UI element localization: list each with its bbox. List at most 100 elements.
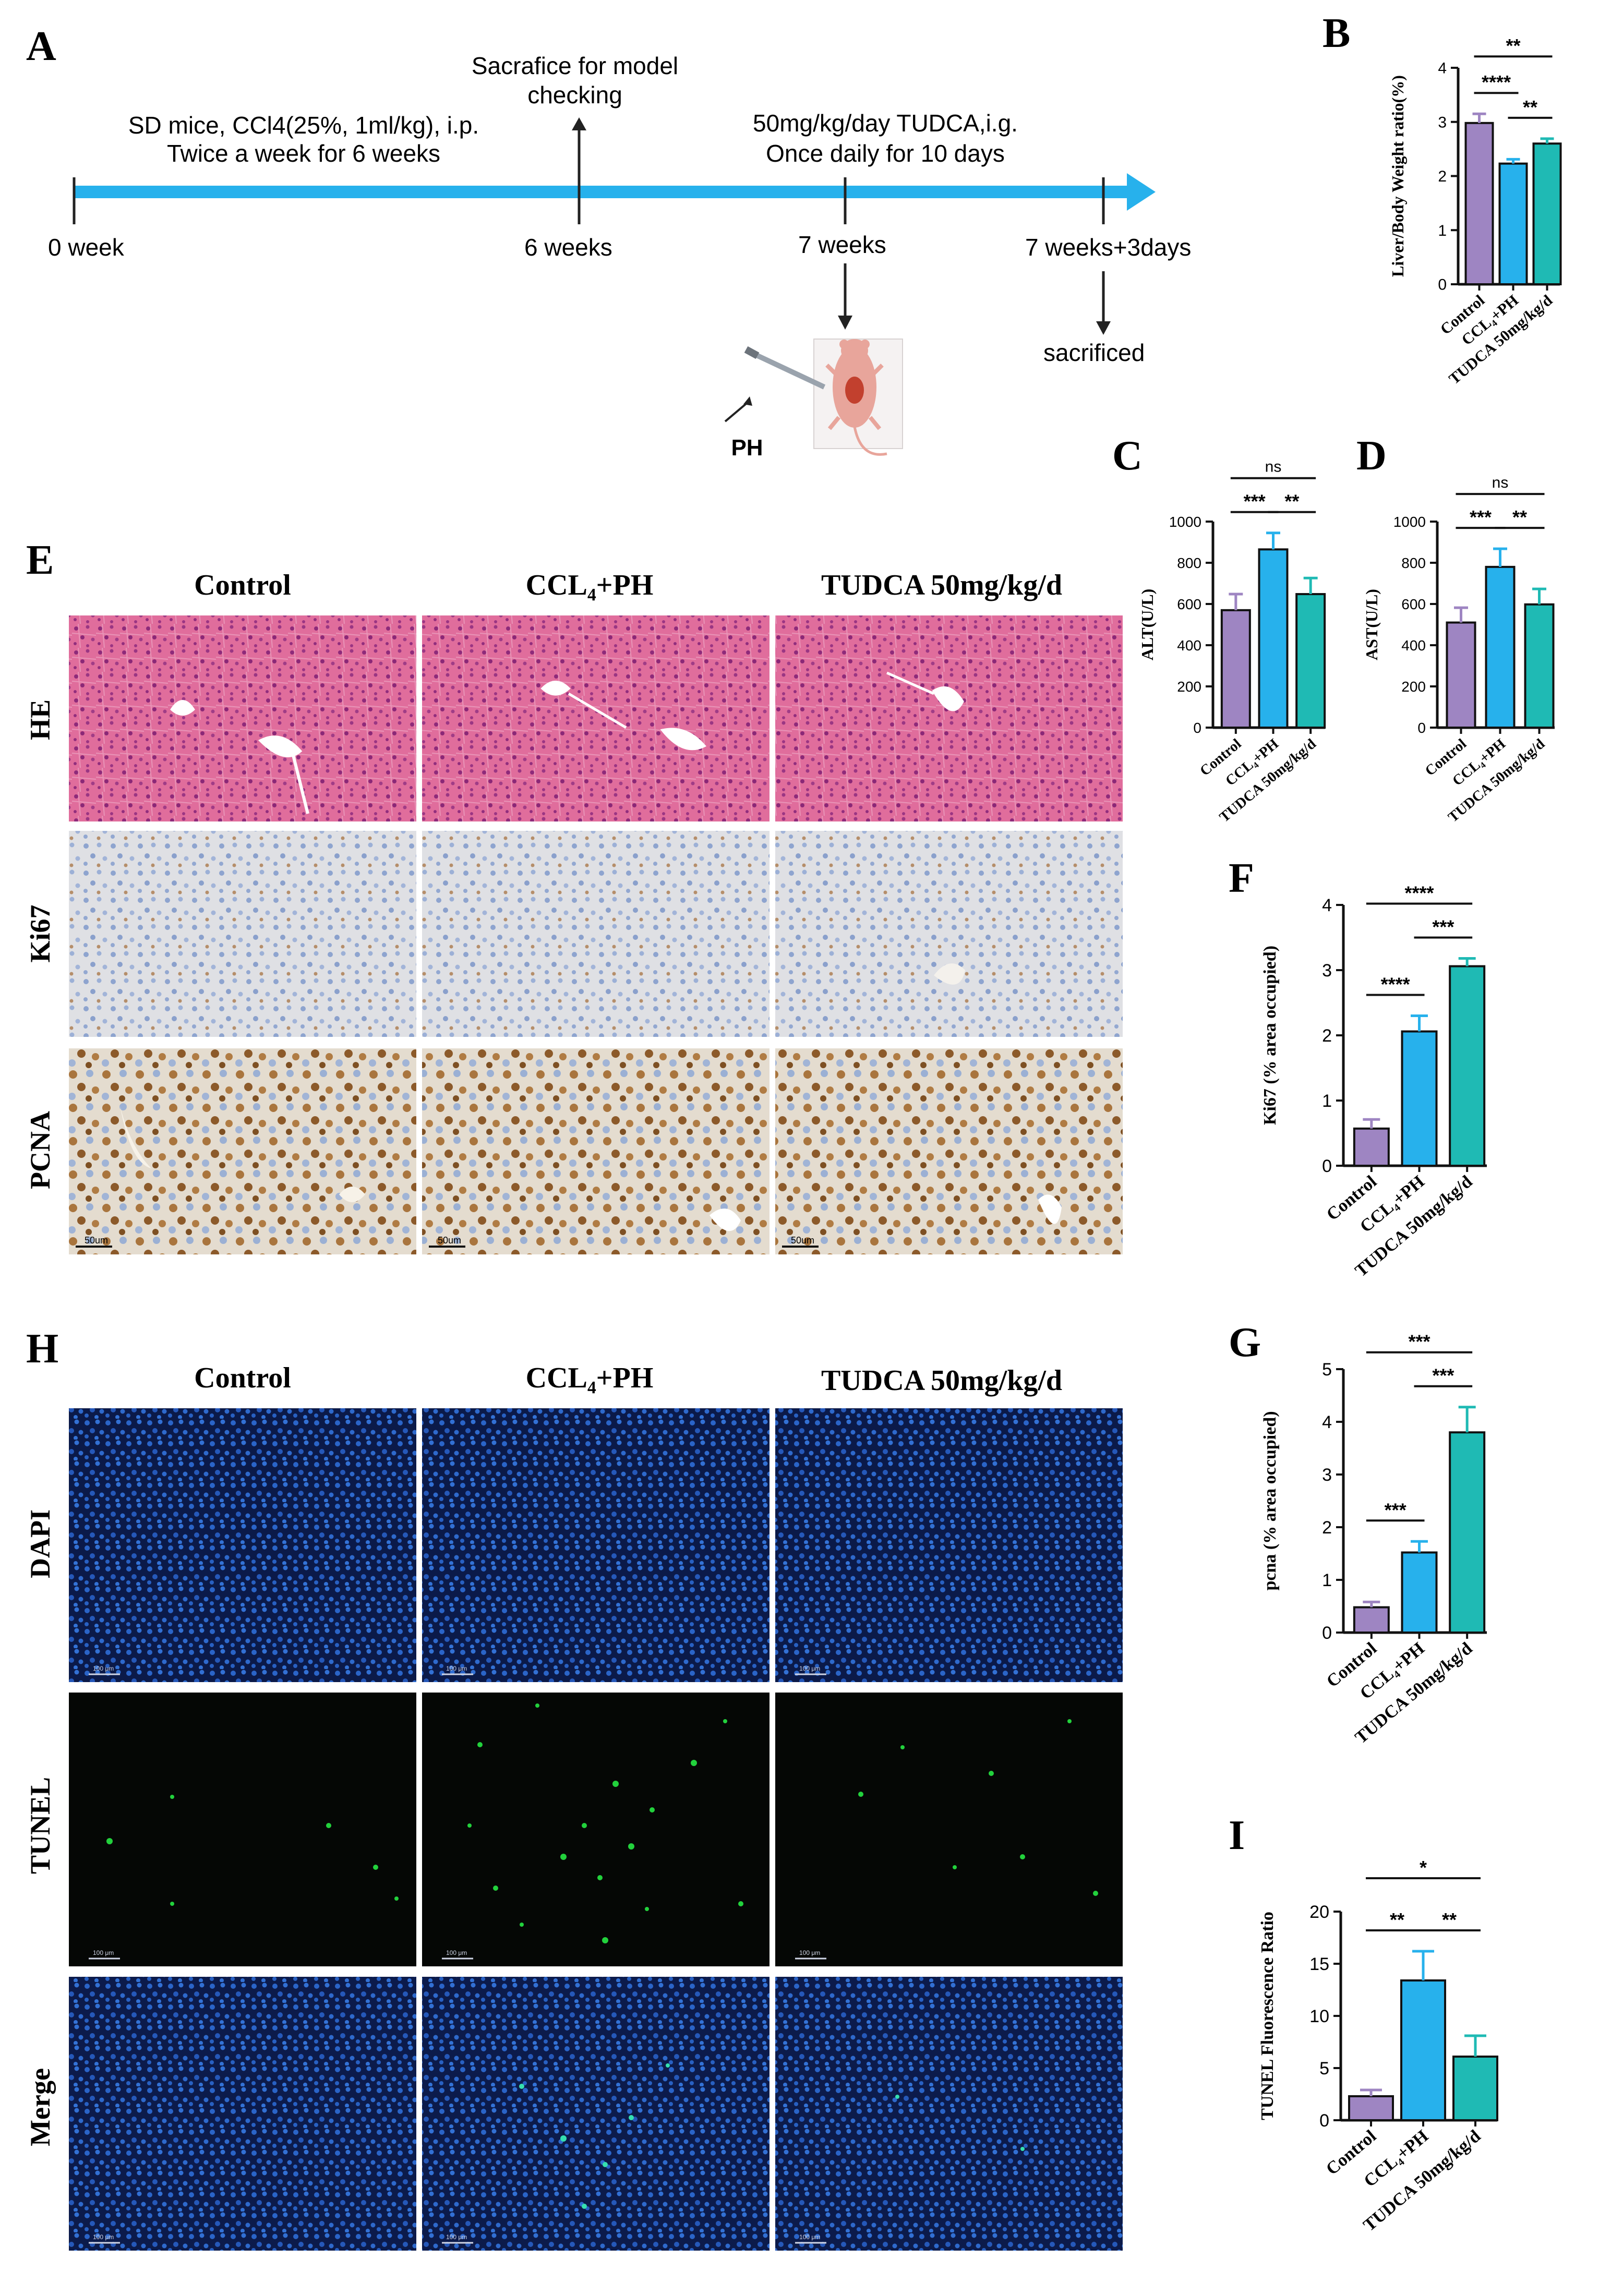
- vessel-he-tudca: [886, 671, 964, 711]
- y-tick-label: 1: [1438, 222, 1447, 239]
- significance-label: *: [1420, 1857, 1427, 1878]
- scalebar-label-pcna-control: 50um: [85, 1235, 108, 1246]
- scale-label: 100 μm: [93, 2233, 114, 2241]
- y-tick-label: 0: [1322, 1156, 1332, 1176]
- vessel-ki67-tudca: [934, 963, 965, 985]
- model-text-line1: SD mice, CCl4(25%, 1ml/kg), i.p.: [128, 112, 479, 139]
- micrograph-he-tudca: [775, 615, 1123, 821]
- y-axis-label: TUNEL Fluorescence Ratio: [1258, 1912, 1277, 2120]
- micrograph-ki67-control: [69, 831, 416, 1037]
- tunel-positive-nuclei: [106, 1703, 1098, 1943]
- significance-label: ****: [1381, 974, 1410, 995]
- y-axis-label: Ki67 (% area occupied): [1260, 946, 1280, 1125]
- scale-label: 100 μm: [446, 1665, 467, 1672]
- significance-label: **: [1512, 506, 1527, 528]
- chart-letter: D: [1356, 433, 1387, 479]
- tudca-text-line1: 50mg/kg/day TUDCA,i.g.: [753, 110, 1018, 137]
- y-tick-label: 0: [1417, 720, 1426, 736]
- significance-label: ***: [1470, 506, 1492, 528]
- chart-letter: B: [1323, 10, 1350, 56]
- fluor-scalebars: [89, 1673, 826, 2244]
- ph-pointer-head: [743, 396, 752, 406]
- bar-ccl4: [1401, 1030, 1438, 1167]
- y-axis-label: Liver/Body Weight ratio(%): [1388, 75, 1407, 277]
- micrograph-ki67-tudca: [775, 831, 1123, 1037]
- scale-label: 100 μm: [93, 1665, 114, 1672]
- significance-label: **: [1390, 1909, 1404, 1930]
- check-text-line1: Sacrafice for model: [472, 52, 678, 79]
- scalebar-label-pcna-tudca: 50um: [791, 1235, 814, 1246]
- bar-ccl4: [1400, 1979, 1446, 2121]
- y-tick-label: 0: [1438, 276, 1447, 294]
- y-axis-label: pcna (% area occupied): [1260, 1411, 1280, 1590]
- y-tick-label: 1: [1322, 1091, 1332, 1111]
- scale-label: 100 μm: [446, 1949, 467, 1956]
- y-tick-label: 20: [1309, 1902, 1329, 1922]
- vessel-pcna-tudca: [1038, 1194, 1062, 1224]
- y-tick-label: 400: [1401, 637, 1426, 654]
- y-tick-label: 800: [1177, 555, 1201, 571]
- scale-label: 100 μm: [446, 2233, 467, 2241]
- vessel-he-ccl4: [540, 681, 707, 751]
- bar-tudca: [1452, 2056, 1498, 2121]
- significance-label: ***: [1244, 491, 1266, 512]
- bar-tudca: [1532, 142, 1562, 285]
- significance-label: ns: [1265, 458, 1282, 476]
- fluor-merge-ccl4: [422, 1977, 770, 2251]
- significance-label: **: [1284, 491, 1299, 512]
- bar-control: [1348, 2095, 1394, 2121]
- y-tick-label: 5: [1322, 1360, 1332, 1380]
- panel-a-letter: A: [26, 23, 56, 69]
- panel-h-row-tunel: TUNEL: [25, 1777, 56, 1874]
- ph-arrow-head: [838, 316, 852, 330]
- mouse-icon: [813, 339, 903, 456]
- fluor-tunel-control: [69, 1693, 416, 1966]
- y-tick-label: 600: [1401, 596, 1426, 612]
- y-tick-label: 10: [1309, 2007, 1329, 2026]
- merge-positive-nuclei: [519, 2063, 1025, 2209]
- fluor-dapi-tudca: [775, 1408, 1123, 1682]
- chart-letter: I: [1229, 1812, 1245, 1858]
- significance-label: ***: [1408, 1331, 1430, 1352]
- label-week0: 0 week: [48, 234, 125, 261]
- y-tick-label: 0: [1319, 2111, 1329, 2131]
- y-tick-label: 1: [1322, 1570, 1332, 1590]
- y-tick-label: 2: [1438, 168, 1447, 185]
- fluor-tunel-ccl4: [422, 1693, 770, 1966]
- panel-e-col-tudca: TUDCA 50mg/kg/d: [821, 569, 1062, 601]
- y-tick-label: 4: [1322, 896, 1332, 915]
- y-tick-label: 200: [1401, 679, 1426, 695]
- fluor-dapi-ccl4: [422, 1408, 770, 1682]
- significance-label: ns: [1492, 474, 1509, 491]
- sacrifice-arrow-head: [1096, 321, 1111, 335]
- bar-tudca: [1295, 593, 1326, 729]
- y-tick-label: 2: [1322, 1026, 1332, 1046]
- significance-label: ***: [1432, 1365, 1454, 1386]
- panel-h-row-merge: Merge: [25, 2068, 56, 2146]
- check-text-line2: checking: [527, 81, 622, 108]
- ph-pointer-line: [724, 401, 750, 422]
- chart-c: C02004006008001000ALT(U/L)ControlCCL₄+PH…: [1112, 433, 1326, 826]
- panel-h-col-ccl4: CCL₄+PH: [526, 1362, 654, 1394]
- bar-control: [1353, 1127, 1390, 1167]
- tudca-text-line2: Once daily for 10 days: [766, 140, 1005, 167]
- panel-h-col-control: Control: [194, 1362, 291, 1394]
- vessel-pcna-ccl4: [710, 1209, 741, 1231]
- fluor-scale-labels: 100 μm 100 μm 100 μm 100 μm 100 μm 100 μ…: [93, 1665, 820, 2241]
- scale-label: 100 μm: [799, 1665, 820, 1672]
- bar-tudca: [1524, 603, 1555, 729]
- model-text-line2: Twice a week for 6 weeks: [167, 140, 440, 167]
- y-tick-label: 3: [1322, 1465, 1332, 1485]
- fluor-dapi-control: [69, 1408, 416, 1682]
- y-tick-label: 1000: [1393, 514, 1426, 530]
- bar-control: [1446, 621, 1476, 729]
- significance-label: ***: [1432, 916, 1454, 938]
- check-arrow-head: [572, 117, 586, 130]
- panel-h-letter: H: [26, 1326, 58, 1372]
- chart-letter: C: [1112, 433, 1143, 479]
- label-week7: 7 weeks: [798, 231, 886, 258]
